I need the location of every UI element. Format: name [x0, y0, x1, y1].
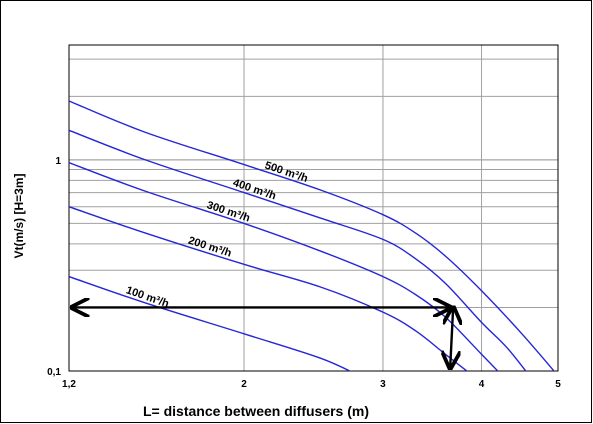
y-tick-label: 1: [55, 156, 61, 167]
series-label: 300 m³/h: [205, 199, 251, 224]
double-arrow: [450, 307, 453, 368]
series-line: [69, 129, 527, 371]
x-axis-title: L= distance between diffusers (m): [143, 403, 369, 419]
series-line: [69, 206, 468, 371]
x-tick-label: 4: [479, 379, 485, 390]
series-line: [69, 100, 555, 371]
y-axis-title: Vt(m/s) [H=3m]: [12, 173, 26, 258]
x-tick-label: 1,2: [62, 379, 76, 390]
x-tick-label: 3: [380, 379, 386, 390]
series-group: [69, 100, 555, 371]
series-line: [69, 162, 499, 371]
annotation-group: [72, 307, 453, 368]
plot-area: [68, 44, 559, 372]
y-tick-label: 0,1: [47, 367, 61, 378]
series-label: 500 m³/h: [263, 160, 309, 186]
series-label: 200 m³/h: [187, 235, 233, 260]
x-tick-label: 5: [555, 379, 561, 390]
grid-lines: [69, 45, 558, 371]
series-line: [69, 275, 352, 371]
tick-labels: 1,2 2 3 4 5 0,1 1: [47, 156, 561, 390]
x-tick-label: 2: [241, 379, 247, 390]
